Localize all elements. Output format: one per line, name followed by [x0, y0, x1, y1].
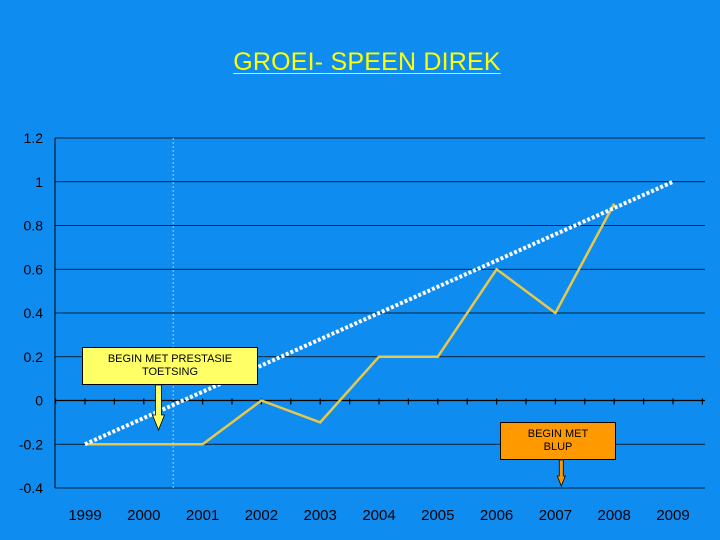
callout-pointer	[151, 384, 166, 432]
y-tick-label: 1.2	[24, 130, 44, 146]
annotation-line: BLUP	[543, 441, 573, 453]
y-tick-label: 0.6	[24, 261, 44, 277]
x-tick-label: 2003	[304, 507, 337, 524]
axes	[54, 138, 705, 488]
x-tick-label: 2006	[480, 507, 513, 524]
y-tick-label: 1	[35, 174, 43, 190]
x-tick-label: 2009	[656, 507, 689, 524]
y-tick-label: 0.2	[24, 349, 44, 365]
annotation-line: TOETSING	[141, 366, 199, 378]
y-tick-label: -0.2	[19, 436, 43, 452]
x-tick-label: 2000	[127, 507, 160, 524]
annotation-line: BEGIN MET	[527, 428, 589, 440]
data-line	[85, 203, 616, 446]
annotation-line: BEGIN MET PRESTASIE	[107, 353, 233, 365]
x-tick-label: 2004	[362, 507, 395, 524]
tick-labels: 1.2 1 0.8 0.6 0.4 0.2 0 -0.2 -0.4 1999 2000 2001 200…	[19, 130, 690, 524]
y-tick-label: 0.4	[24, 305, 44, 321]
x-tick-label: 2008	[598, 507, 631, 524]
chart-title: GROEI- SPEEN DIREK	[233, 48, 501, 76]
series-lines	[84, 179, 674, 447]
y-tick-label: -0.4	[19, 480, 43, 496]
annotation-begin-prestasie-toetsing: BEGIN MET PRESTASIE TOETSING	[82, 347, 258, 385]
x-tick-label: 2007	[539, 507, 572, 524]
callout-pointer	[556, 459, 566, 488]
y-tick-label: 0	[35, 393, 43, 409]
x-tick-label: 2001	[186, 507, 219, 524]
x-tick-label: 2002	[245, 507, 278, 524]
callout-pointers	[151, 384, 566, 488]
annotation-begin-blup: BEGIN MET BLUP	[500, 422, 616, 460]
x-tick-label: 2005	[421, 507, 454, 524]
y-tick-label: 0.8	[24, 218, 44, 234]
x-tick-label: 1999	[68, 507, 101, 524]
